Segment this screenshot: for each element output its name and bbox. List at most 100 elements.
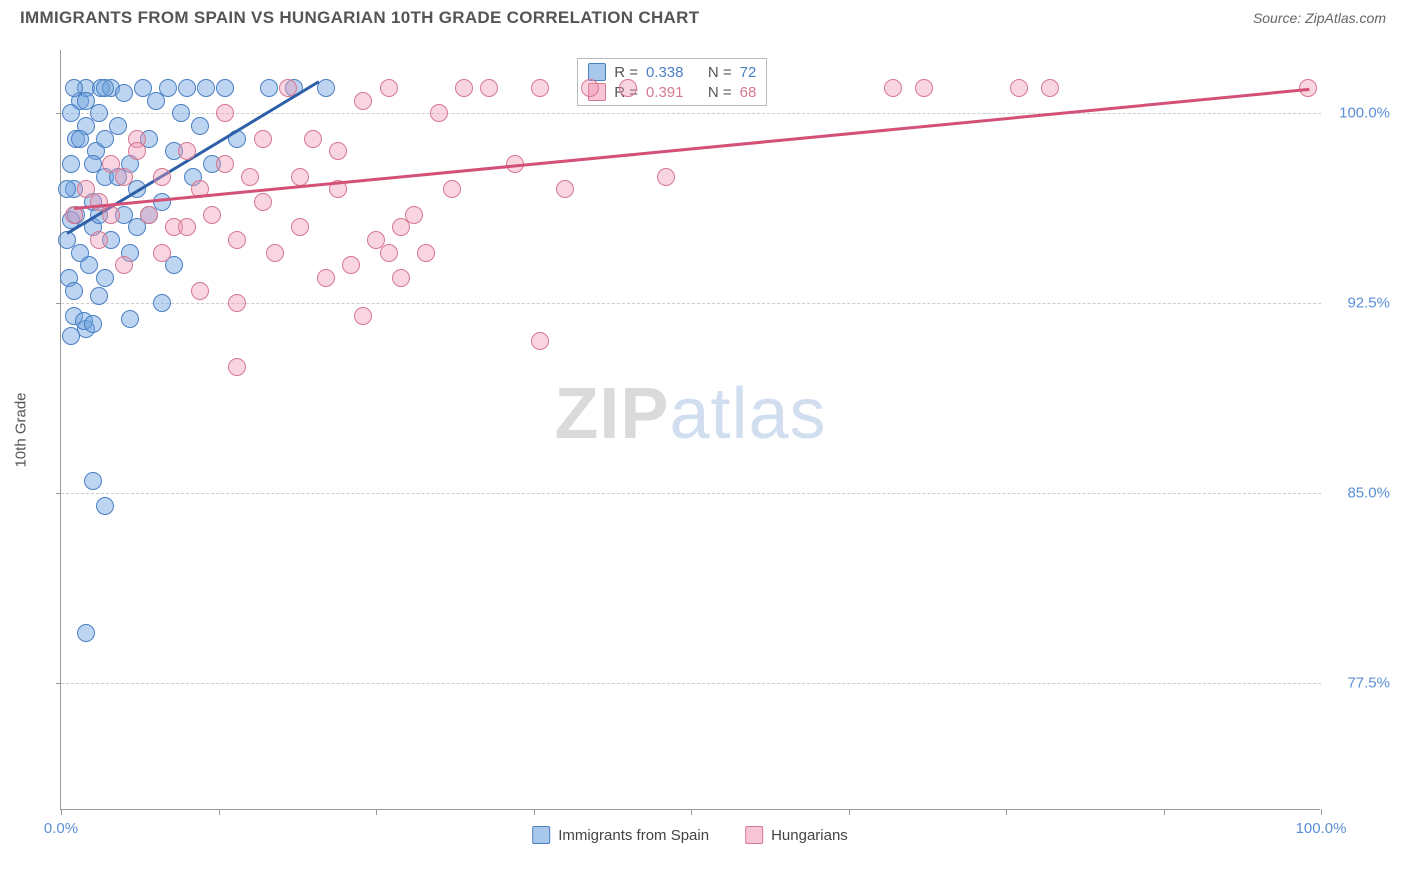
x-tick (1321, 809, 1322, 815)
scatter-point (531, 79, 549, 97)
scatter-point (254, 193, 272, 211)
scatter-point (153, 244, 171, 262)
x-tick (61, 809, 62, 815)
gridline (61, 493, 1321, 494)
stats-row: R =0.338 N =72 (588, 63, 756, 81)
scatter-point (1041, 79, 1059, 97)
scatter-point (191, 117, 209, 135)
scatter-point (228, 231, 246, 249)
source-attribution: Source: ZipAtlas.com (1253, 10, 1386, 26)
scatter-point (216, 79, 234, 97)
r-value: 0.391 (646, 84, 684, 101)
watermark-zip: ZIP (554, 374, 669, 454)
scatter-point (121, 310, 139, 328)
scatter-point (266, 244, 284, 262)
scatter-point (291, 168, 309, 186)
n-label: N = (708, 84, 732, 101)
x-tick (534, 809, 535, 815)
scatter-point (260, 79, 278, 97)
stats-row: R =0.391 N =68 (588, 83, 756, 101)
scatter-point (178, 79, 196, 97)
watermark-atlas: atlas (669, 374, 826, 454)
n-label: N = (708, 64, 732, 81)
x-tick (376, 809, 377, 815)
scatter-point (480, 79, 498, 97)
n-value: 72 (740, 64, 757, 81)
scatter-point (197, 79, 215, 97)
scatter-point (417, 244, 435, 262)
scatter-point (380, 244, 398, 262)
x-tick (219, 809, 220, 815)
scatter-point (115, 256, 133, 274)
scatter-point (115, 168, 133, 186)
legend-item: Hungarians (745, 826, 848, 844)
scatter-point (128, 142, 146, 160)
scatter-point (304, 130, 322, 148)
x-tick (849, 809, 850, 815)
scatter-point (172, 104, 190, 122)
scatter-point (90, 287, 108, 305)
r-label: R = (614, 64, 638, 81)
scatter-point (96, 269, 114, 287)
watermark: ZIPatlas (554, 373, 826, 455)
scatter-point (71, 244, 89, 262)
plot-area: ZIPatlas 10th Grade R =0.338 N =72R =0.3… (60, 50, 1320, 810)
scatter-point (153, 168, 171, 186)
scatter-point (216, 155, 234, 173)
scatter-point (254, 130, 272, 148)
scatter-point (153, 294, 171, 312)
scatter-point (90, 231, 108, 249)
scatter-point (228, 358, 246, 376)
scatter-point (191, 282, 209, 300)
scatter-point (159, 79, 177, 97)
scatter-point (84, 315, 102, 333)
scatter-point (279, 79, 297, 97)
scatter-point (115, 84, 133, 102)
scatter-point (77, 92, 95, 110)
gridline (61, 113, 1321, 114)
y-axis-label: 10th Grade (13, 392, 30, 467)
scatter-point (581, 79, 599, 97)
scatter-point (884, 79, 902, 97)
plot-container: ZIPatlas 10th Grade R =0.338 N =72R =0.3… (60, 50, 1320, 810)
x-tick (1006, 809, 1007, 815)
scatter-point (84, 472, 102, 490)
correlation-stats-box: R =0.338 N =72R =0.391 N =68 (577, 58, 767, 106)
legend-swatch (532, 826, 550, 844)
scatter-point (619, 79, 637, 97)
scatter-point (102, 206, 120, 224)
scatter-point (329, 142, 347, 160)
scatter-point (178, 142, 196, 160)
legend-label: Immigrants from Spain (558, 827, 709, 844)
scatter-point (657, 168, 675, 186)
trend-line (73, 88, 1308, 210)
scatter-point (216, 104, 234, 122)
scatter-point (291, 218, 309, 236)
gridline (61, 683, 1321, 684)
y-tick-label: 92.5% (1347, 295, 1390, 312)
scatter-point (915, 79, 933, 97)
x-tick-label: 0.0% (44, 820, 78, 837)
scatter-point (96, 79, 114, 97)
scatter-point (1010, 79, 1028, 97)
gridline (61, 303, 1321, 304)
scatter-point (430, 104, 448, 122)
y-tick-label: 85.0% (1347, 485, 1390, 502)
x-tick (691, 809, 692, 815)
scatter-point (140, 206, 158, 224)
scatter-point (556, 180, 574, 198)
chart-header: IMMIGRANTS FROM SPAIN VS HUNGARIAN 10TH … (0, 0, 1406, 34)
scatter-point (455, 79, 473, 97)
scatter-point (392, 218, 410, 236)
scatter-point (354, 307, 372, 325)
scatter-point (84, 155, 102, 173)
scatter-point (77, 624, 95, 642)
x-tick-label: 100.0% (1296, 820, 1347, 837)
scatter-point (96, 497, 114, 515)
scatter-point (380, 79, 398, 97)
legend-label: Hungarians (771, 827, 848, 844)
scatter-point (342, 256, 360, 274)
scatter-point (392, 269, 410, 287)
chart-title: IMMIGRANTS FROM SPAIN VS HUNGARIAN 10TH … (20, 8, 699, 28)
scatter-point (354, 92, 372, 110)
